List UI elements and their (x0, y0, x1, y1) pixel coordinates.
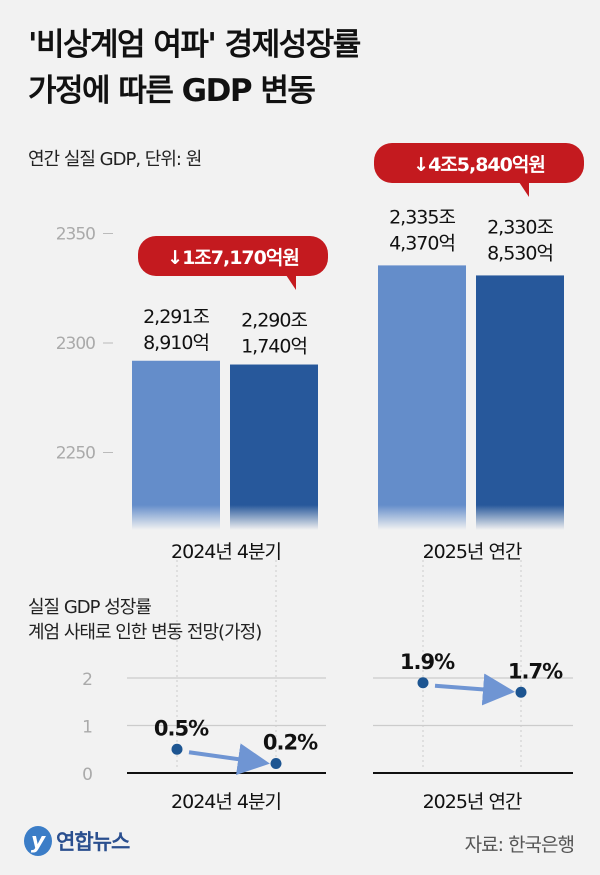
bar-value-label: 2,335조 (389, 206, 455, 228)
x-category-label: 2024년 4분기 (171, 791, 281, 813)
line-subtitle-2: 계엄 사태로 인한 변동 전망(가정) (28, 622, 262, 643)
change-arrow (434, 673, 515, 706)
bar (230, 364, 318, 505)
callout-badge (374, 143, 584, 183)
bar-fade (476, 505, 564, 530)
bar-fade (230, 505, 318, 530)
bar (476, 275, 564, 505)
line-chart-subtitle: 실질 GDP 성장률 계엄 사태로 인한 변동 전망(가정) (28, 595, 262, 645)
point-label: 1.7% (508, 659, 563, 683)
y-tick-label: 2350 (56, 225, 95, 245)
logo-mark-icon: y (24, 826, 52, 856)
title-line-2: 가정에 따른 GDP 변동 (28, 73, 316, 109)
callout-pointer (519, 182, 529, 197)
yonhap-logo: y 연합뉴스 (24, 826, 130, 856)
y-tick-label: 2300 (56, 334, 95, 354)
bar-fade (378, 505, 466, 530)
callout-pointer (286, 275, 296, 290)
x-category-label: 2024년 4분기 (171, 541, 281, 563)
change-arrow (188, 743, 270, 776)
y-tick-label: 1 (82, 718, 93, 738)
bar-value-label: 8,530억 (487, 242, 553, 264)
y-tick-label: 0 (82, 765, 93, 785)
bar-value-label: 2,291조 (143, 306, 209, 328)
data-point (515, 686, 527, 698)
source-note: 자료: 한국은행 (464, 834, 575, 856)
callout-text: ↓4조5,840억원 (413, 154, 545, 176)
bar-value-label: 8,910억 (143, 332, 209, 354)
bar-value-label: 4,370억 (389, 232, 455, 254)
bar-value-label: 1,740억 (241, 336, 307, 358)
logo-text: 연합뉴스 (56, 830, 130, 854)
point-label: 0.2% (263, 731, 318, 755)
bar (378, 265, 466, 505)
data-point (417, 677, 429, 689)
x-category-label: 2025년 연간 (423, 541, 522, 563)
data-point (171, 743, 183, 755)
point-label: 1.9% (400, 650, 455, 674)
point-label: 0.5% (154, 716, 209, 740)
bar-value-label: 2,290조 (241, 310, 307, 332)
bar (132, 360, 220, 505)
callout-badge (138, 236, 328, 276)
y-tick-label: 2 (82, 670, 93, 690)
y-tick-label: 2250 (56, 444, 95, 464)
bar-chart-subtitle: 연간 실질 GDP, 단위: 원 (28, 149, 202, 170)
data-point (270, 758, 282, 769)
callout-text: ↓1조7,170억원 (167, 247, 299, 269)
bar-fade (132, 505, 220, 530)
x-category-label: 2025년 연간 (423, 791, 522, 813)
bar-value-label: 2,330조 (487, 216, 553, 238)
line-subtitle-1: 실질 GDP 성장률 (28, 597, 152, 618)
title-line-1: '비상계엄 여파' 경제성장률 (28, 27, 361, 63)
chart-title: '비상계엄 여파' 경제성장률 가정에 따른 GDP 변동 (28, 22, 361, 114)
